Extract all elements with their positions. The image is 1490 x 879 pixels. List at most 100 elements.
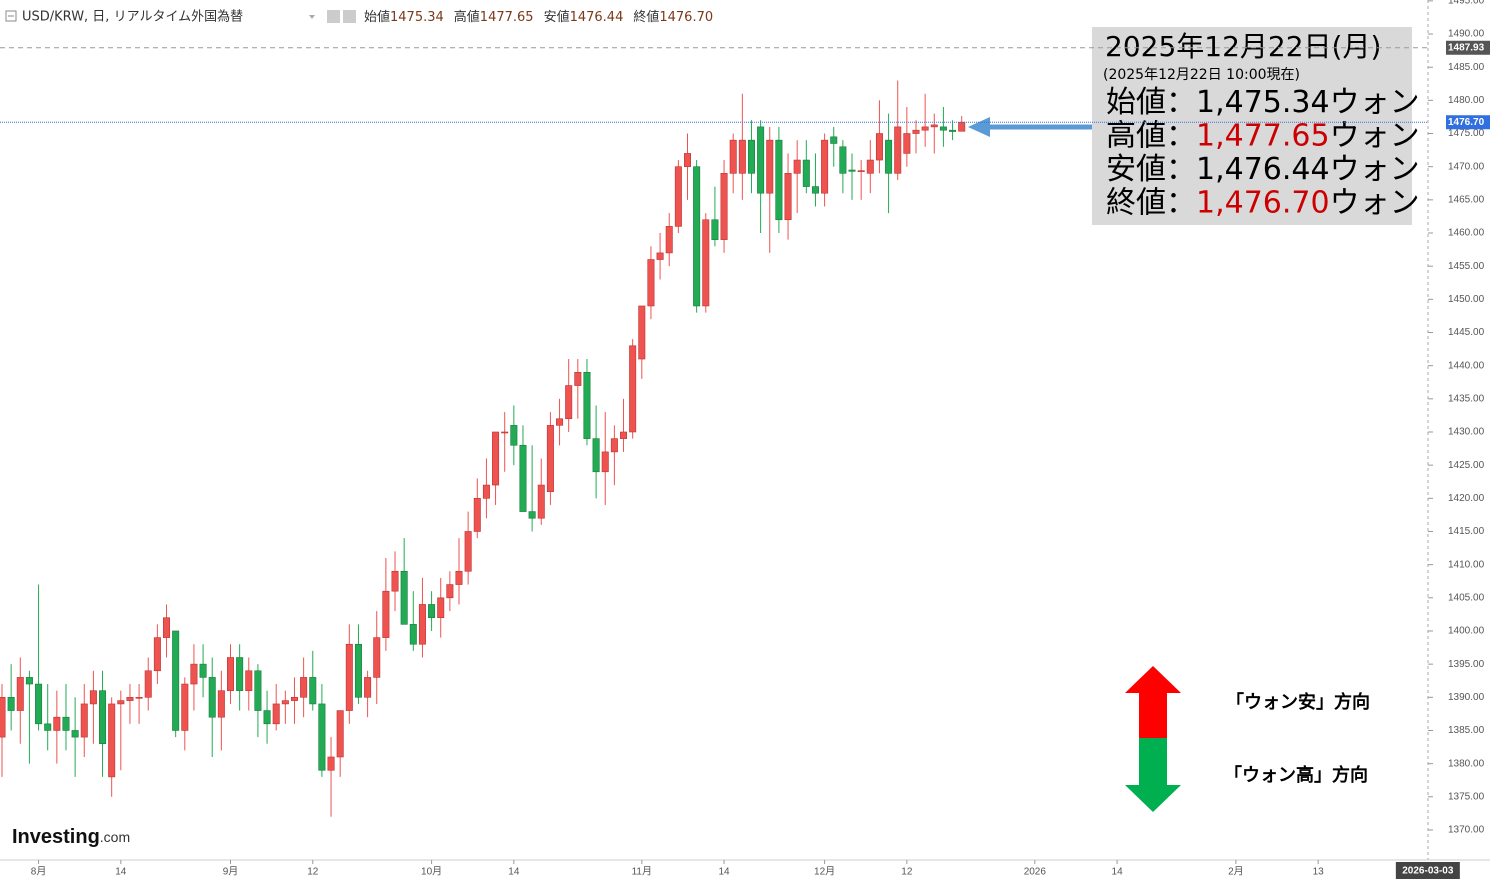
candle-body [510, 425, 518, 446]
y-tick-label: 1430.00 [1448, 427, 1485, 438]
candle-body [364, 677, 372, 698]
candle-body [418, 604, 426, 645]
x-tick-label: 14 [1112, 867, 1124, 878]
y-tick-label: 1475.00 [1448, 128, 1485, 139]
candle-body [208, 677, 216, 718]
collapse-icon[interactable] [5, 10, 17, 22]
y-tick-label: 1380.00 [1448, 758, 1485, 769]
x-tick-box [1395, 862, 1460, 879]
candle-body [629, 345, 637, 433]
info-value: 1,477.65 [1196, 118, 1330, 153]
candle-body [656, 252, 664, 260]
logo-brand: Investing [12, 826, 100, 848]
candle-body [254, 670, 262, 711]
candle-body [702, 219, 710, 307]
dropdown-icon[interactable] [309, 15, 315, 19]
candle-body [455, 570, 463, 585]
settings-icon[interactable] [343, 10, 356, 23]
candle-body [546, 425, 554, 492]
pointer-arrow [968, 117, 1092, 137]
candle-body [939, 126, 947, 131]
ohlc-value: 1476.44 [570, 10, 624, 25]
info-value: 1,475.34 [1196, 85, 1330, 120]
candle-body [565, 385, 573, 420]
y-tick-label: 1385.00 [1448, 725, 1485, 736]
candle-body [537, 484, 545, 519]
info-unit: ウォン [1330, 152, 1420, 187]
candle-body [903, 133, 911, 154]
candle-body [492, 431, 500, 486]
y-tick-label: 1415.00 [1448, 526, 1485, 537]
candle-body [373, 637, 381, 678]
candle-body [7, 696, 15, 711]
info-unit: ウォン [1330, 85, 1420, 120]
candle-body [665, 226, 673, 254]
candle-body [199, 663, 207, 678]
candle-body [391, 570, 399, 592]
candle-body [53, 716, 61, 731]
candle-body [25, 677, 33, 685]
candle-body [757, 126, 765, 194]
y-tick-label: 1460.00 [1448, 228, 1485, 239]
info-label: 高値： [1106, 118, 1196, 153]
y-tick-label: 1370.00 [1448, 825, 1485, 836]
candle-body [839, 146, 847, 174]
candle-body [830, 136, 838, 144]
info-as-of: (2025年12月22日 10:00現在) [1103, 67, 1300, 83]
candle-body [574, 371, 582, 386]
x-tick-label: 11月 [632, 866, 652, 878]
x-tick-label: 9月 [223, 866, 239, 878]
x-tick-label: 12月 [814, 866, 835, 878]
ohlc-label: 安値 [544, 9, 570, 25]
candle-body [464, 531, 472, 572]
info-row: 高値：1,477.65ウォン [1106, 118, 1420, 153]
candle-body [318, 703, 326, 771]
candle-body [647, 259, 655, 307]
price-box [1446, 40, 1490, 55]
info-value: 1,476.44 [1196, 152, 1330, 187]
candle-body [875, 133, 883, 161]
candle-body [583, 371, 591, 439]
y-tick-label: 1490.00 [1448, 29, 1485, 40]
price-label: 1476.70 [1448, 117, 1485, 128]
candle-body [958, 121, 966, 132]
candle-body [885, 139, 893, 174]
candle-body [793, 159, 801, 174]
y-tick-label: 1455.00 [1448, 261, 1485, 272]
x-tick-label: 2月 [1228, 866, 1244, 878]
candle-body [327, 756, 335, 771]
ohlc-label: 始値 [364, 9, 390, 25]
candle-body [117, 700, 125, 705]
candle-body [428, 604, 436, 619]
y-tick-label: 1400.00 [1448, 626, 1485, 637]
candle-body [89, 690, 97, 705]
candle-body [217, 690, 225, 718]
candle-body [236, 657, 244, 691]
y-tick-label: 1390.00 [1448, 692, 1485, 703]
candle-body [227, 657, 235, 691]
arrow-down [1125, 738, 1181, 812]
arrow-up [1125, 666, 1181, 738]
candle-body [35, 683, 43, 725]
y-tick-label: 1450.00 [1448, 294, 1485, 305]
candle-body [711, 219, 719, 240]
ohlc-label: 終値 [633, 9, 659, 25]
candle-body [610, 438, 618, 453]
candle-body [501, 431, 509, 434]
price-label: 1487.93 [1448, 42, 1485, 53]
candle-body [729, 139, 737, 174]
y-tick-label: 1435.00 [1448, 393, 1485, 404]
candle-body [71, 730, 79, 738]
arrow-head [968, 117, 990, 137]
y-tick-label: 1495.00 [1448, 0, 1485, 7]
info-rows: 始値：1,475.34ウォン高値：1,477.65ウォン安値：1,476.44ウ… [1106, 85, 1420, 221]
candle-body [190, 663, 198, 685]
logo-suffix: .com [100, 829, 130, 845]
settings-icon[interactable] [327, 10, 340, 23]
candle-body [738, 139, 746, 174]
candle-body [281, 700, 289, 705]
x-tick-label: 14 [508, 867, 520, 878]
candle-body [44, 723, 52, 731]
candle-body [482, 484, 490, 499]
